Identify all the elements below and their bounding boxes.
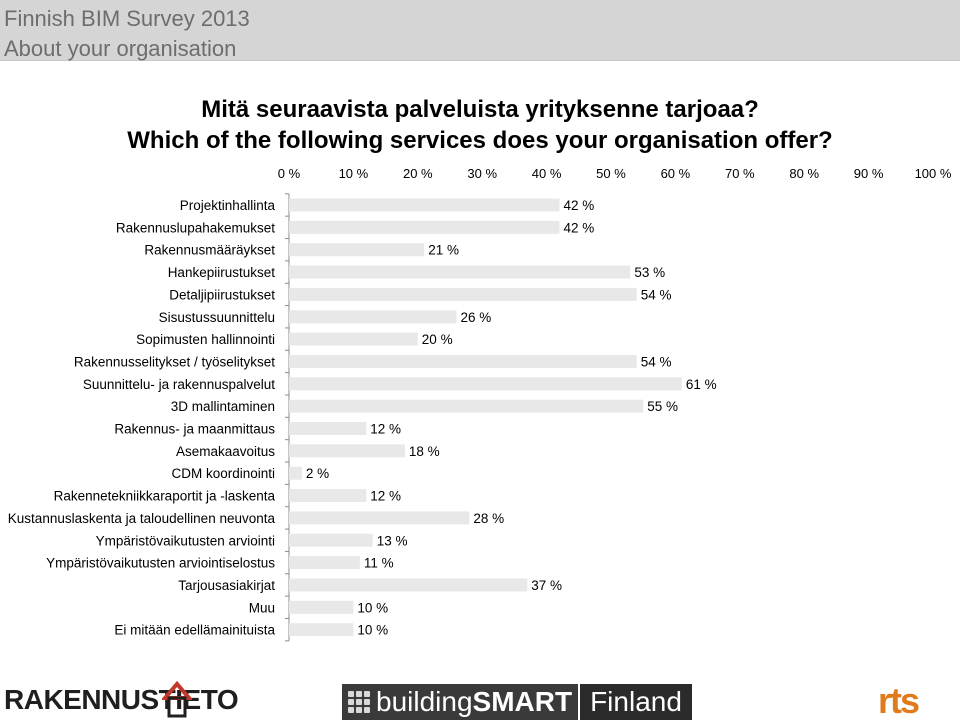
x-tick-label: 90 % [854, 166, 884, 181]
page-header: Finnish BIM Survey 2013 About your organ… [0, 0, 960, 61]
value-label: 42 % [563, 220, 594, 235]
rts-logo: rts [878, 680, 920, 721]
bar [289, 198, 560, 212]
x-tick-label: 70 % [725, 166, 755, 181]
value-label: 54 % [641, 287, 672, 302]
x-tick-label: 20 % [403, 166, 433, 181]
footer: RAKENNUSTIETO buildingSMART Finland rts [0, 672, 960, 724]
bar [289, 265, 631, 279]
value-label: 54 % [641, 354, 672, 369]
value-label: 61 % [686, 377, 717, 392]
category-label: Rakennus- ja maanmittaus [114, 422, 275, 437]
category-label: Tarjousasiakirjat [178, 578, 275, 593]
bar [289, 489, 367, 503]
category-label: Sisustussuunnittelu [159, 310, 275, 325]
value-label: 12 % [370, 489, 401, 504]
bar [289, 466, 302, 480]
category-label: Rakennusselitykset / työselitykset [74, 354, 275, 369]
category-label: Projektinhallinta [180, 198, 276, 213]
value-label: 11 % [364, 556, 394, 571]
buildingsmart-wordmark: buildingSMART [376, 686, 573, 717]
value-label: 37 % [531, 578, 562, 593]
chart-title-english: Which of the following services does you… [127, 127, 833, 154]
category-axis: Projektinhallinta Rakennuslupahakemukset R… [8, 193, 290, 642]
house-icon [162, 680, 192, 718]
value-label: 21 % [428, 243, 459, 258]
survey-subtitle: About your organisation [4, 36, 237, 61]
value-label: 42 % [563, 198, 594, 213]
x-tick-label: 10 % [339, 166, 369, 181]
category-label: Ympäristövaikutusten arviointi [96, 533, 275, 548]
x-tick-label: 0 % [278, 166, 301, 181]
buildingsmart-finland-logo: buildingSMART Finland [342, 684, 692, 720]
rakennustieto-logo: RAKENNUSTIETO [4, 684, 239, 715]
category-label: CDM koordinointi [171, 466, 275, 481]
bar [289, 511, 470, 525]
category-label: Ympäristövaikutusten arviointiselostus [46, 556, 275, 571]
survey-title: Finnish BIM Survey 2013 [4, 6, 250, 31]
x-tick-label: 30 % [467, 166, 497, 181]
bar [289, 332, 418, 346]
bar [289, 287, 637, 301]
x-axis: 0 % 10 % 20 % 30 % 40 % 50 % 60 % 70 % 80 % 90 % 1… [278, 166, 952, 181]
buildingsmart-dots-icon [348, 691, 370, 713]
value-label: 13 % [377, 533, 408, 548]
value-label: 26 % [460, 310, 491, 325]
category-label: Rakennuslupahakemukset [116, 220, 275, 235]
value-label: 12 % [370, 422, 401, 437]
category-label: Hankepiirustukset [168, 265, 276, 280]
bar [289, 600, 354, 614]
bar [289, 623, 354, 637]
x-tick-label: 60 % [661, 166, 691, 181]
category-label: 3D mallintaminen [171, 399, 275, 414]
category-label: Muu [249, 600, 275, 615]
bar [289, 310, 457, 324]
buildingsmart-country: Finland [578, 684, 692, 720]
bar [289, 444, 405, 458]
category-label: Sopimusten hallinnointi [136, 332, 275, 347]
value-labels: 42 % 42 % 21 % 53 % 54 % 26 % 20 % 54 % 61 % 55 %… [306, 198, 717, 638]
value-label: 10 % [357, 600, 388, 615]
value-label: 18 % [409, 444, 440, 459]
bar-chart: 0 % 10 % 20 % 30 % 40 % 50 % 60 % 70 % 80 % 90 % 1… [8, 166, 952, 642]
x-tick-label: 100 % [915, 166, 952, 181]
bar [289, 578, 528, 592]
category-label: Suunnittelu- ja rakennuspalvelut [83, 377, 275, 392]
value-label: 2 % [306, 466, 329, 481]
value-label: 20 % [422, 332, 453, 347]
bar [289, 220, 560, 234]
bar [289, 556, 360, 570]
bar [289, 354, 637, 368]
bar [289, 399, 644, 413]
category-label: Detaljipiirustukset [169, 287, 275, 302]
x-tick-label: 80 % [789, 166, 819, 181]
category-label: Rakennetekniikkaraportit ja -laskenta [54, 489, 276, 504]
chart-title-finnish: Mitä seuraavista palveluista yrityksenne… [201, 96, 759, 123]
bar [289, 533, 373, 547]
value-label: 55 % [647, 399, 678, 414]
category-label: Asemakaavoitus [176, 444, 275, 459]
x-tick-label: 40 % [532, 166, 562, 181]
bars [289, 198, 682, 637]
bar [289, 377, 682, 391]
bar [289, 243, 425, 257]
bar [289, 422, 367, 435]
value-label: 10 % [357, 623, 388, 638]
category-label: Rakennusmääräykset [144, 243, 275, 258]
value-label: 53 % [634, 265, 665, 280]
value-label: 28 % [473, 511, 504, 526]
category-label: Ei mitään edellämainituista [114, 623, 275, 638]
category-label: Kustannuslaskenta ja taloudellinen neuvo… [8, 511, 276, 526]
x-tick-label: 50 % [596, 166, 626, 181]
